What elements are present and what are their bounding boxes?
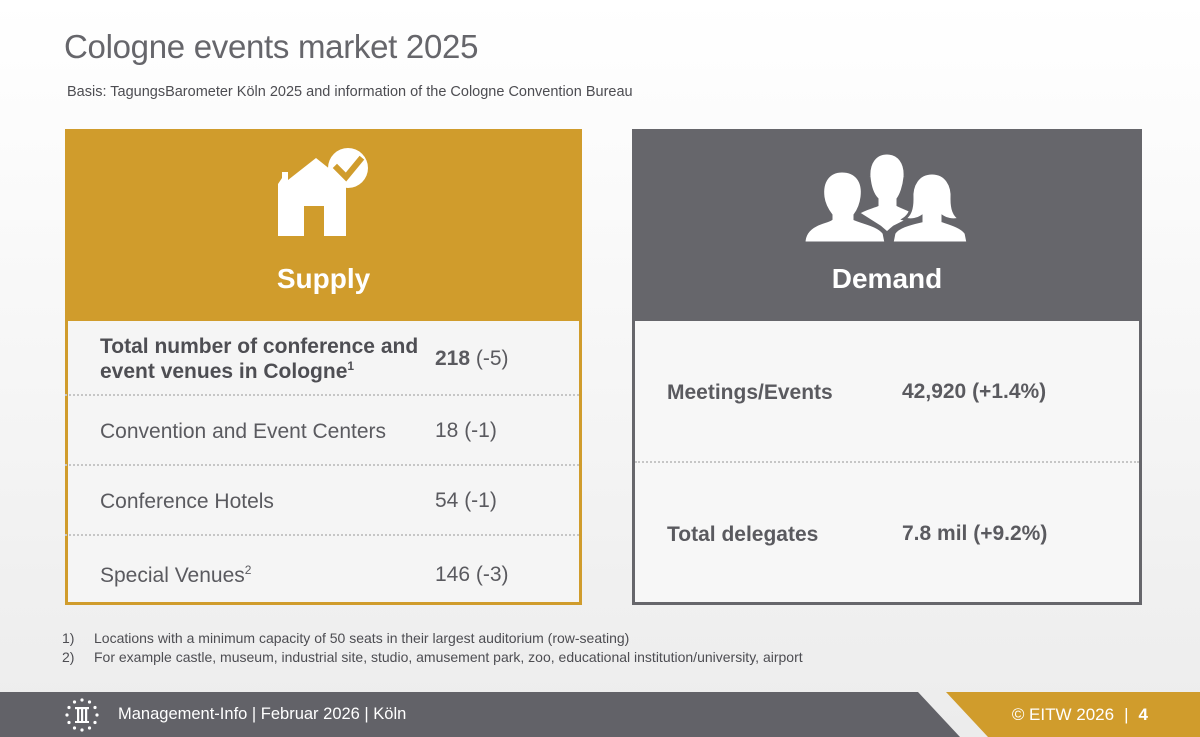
people-group-icon bbox=[802, 147, 972, 245]
footnote-1: 1) Locations with a minimum capacity of … bbox=[62, 630, 630, 646]
demand-title: Demand bbox=[831, 263, 943, 294]
row-label: Convention and Event Centers bbox=[100, 419, 387, 443]
demand-row-delegates: Total delegates 7.8 mil (+9.2%) bbox=[635, 463, 1139, 605]
supply-table: Total number of conference and event ven… bbox=[65, 321, 579, 602]
footnote-2: 2) For example castle, museum, industria… bbox=[62, 649, 803, 665]
row-label: Conference Hotels bbox=[100, 489, 274, 513]
footer: Management-Info | Februar 2026 | Köln © … bbox=[0, 692, 1200, 737]
row-label: Meetings/Events bbox=[667, 380, 833, 404]
footer-info-text: Management-Info | Februar 2026 | Köln bbox=[118, 705, 407, 723]
row-label: Special Venues2 bbox=[100, 562, 252, 587]
copyright-text: © EITW 2026 bbox=[1011, 704, 1115, 724]
supply-row-special-venues: Special Venues2 146 (-3) bbox=[68, 536, 579, 614]
row-value: 146 (-3) bbox=[435, 563, 509, 586]
footnote-ref: 2 bbox=[244, 562, 252, 577]
supply-row-total: Total number of conference and event ven… bbox=[65, 321, 579, 396]
row-value: 218 (-5) bbox=[435, 346, 509, 370]
row-value: 18 (-1) bbox=[435, 419, 497, 442]
row-label: Total delegates bbox=[667, 522, 819, 546]
supply-row-conference-hotels: Conference Hotels 54 (-1) bbox=[65, 466, 579, 536]
row-value: 42,920 (+1.4%) bbox=[902, 380, 1047, 403]
footnotes: 1) Locations with a minimum capacity of … bbox=[62, 629, 803, 667]
demand-card: Demand Meetings/Events 42,920 (+1.4%) To… bbox=[632, 129, 1142, 605]
supply-row-convention-centers: Convention and Event Centers 18 (-1) bbox=[65, 396, 579, 466]
page-number: 4 bbox=[1138, 704, 1148, 724]
page-title: Cologne events market 2025 bbox=[64, 28, 479, 65]
row-label: Total number of conference and event ven… bbox=[100, 334, 419, 383]
footer-left-band: Management-Info | Februar 2026 | Köln bbox=[0, 692, 960, 737]
demand-card-header: Demand bbox=[632, 129, 1142, 321]
footnote-ref: 1 bbox=[347, 358, 355, 373]
eitw-logo-icon bbox=[65, 697, 99, 732]
page-subtitle: Basis: TagungsBarometer Köln 2025 and in… bbox=[67, 84, 633, 100]
row-value: 7.8 mil (+9.2%) bbox=[902, 522, 1048, 545]
row-value: 54 (-1) bbox=[435, 489, 497, 512]
supply-card: Supply Total number of conference and ev… bbox=[65, 129, 582, 605]
supply-card-header: Supply bbox=[65, 129, 582, 321]
footer-right-band: © EITW 2026 | 4 bbox=[946, 692, 1200, 737]
demand-row-meetings: Meetings/Events 42,920 (+1.4%) bbox=[635, 321, 1139, 463]
demand-table: Meetings/Events 42,920 (+1.4%) Total del… bbox=[635, 321, 1139, 602]
supply-title: Supply bbox=[276, 263, 371, 294]
house-check-icon bbox=[274, 147, 374, 245]
footer-separator: | bbox=[1124, 704, 1129, 724]
